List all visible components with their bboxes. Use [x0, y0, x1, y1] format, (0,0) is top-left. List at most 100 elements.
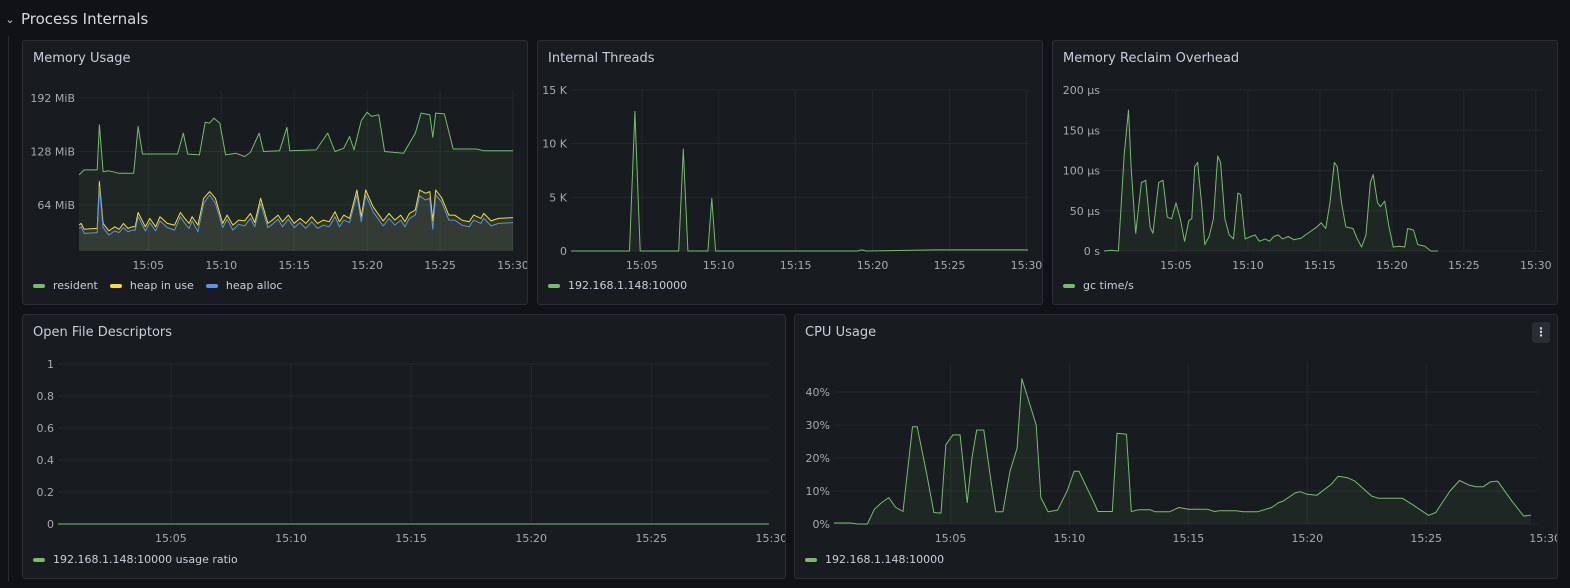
- x-tick-label: 15:05: [626, 259, 658, 272]
- legend-label: heap alloc: [225, 279, 283, 292]
- x-tick-label: 15:25: [1410, 532, 1442, 545]
- x-tick-label: 15:05: [155, 532, 187, 545]
- x-tick-label: 15:15: [1173, 532, 1205, 545]
- y-tick-label: 150 µs: [1063, 124, 1100, 137]
- series-line-0: [834, 378, 1531, 525]
- x-tick-label: 15:30: [497, 259, 527, 272]
- series-area-0: [571, 111, 1028, 251]
- x-tick-label: 15:10: [1054, 532, 1086, 545]
- legend: 192.168.1.148:10000: [805, 553, 944, 566]
- y-tick-label: 30%: [806, 419, 830, 432]
- chart-cpu: 0% 10% 20% 30% 40% 15:05 15:10 15:15 15:20 15:25 1…: [806, 364, 1557, 545]
- legend-swatch: [1063, 283, 1075, 288]
- legend-label: 192.168.1.148:10000 usage ratio: [53, 553, 238, 566]
- x-tick-label: 15:05: [132, 259, 164, 272]
- x-tick-label: 15:05: [935, 532, 967, 545]
- y-tick-label: 10%: [806, 485, 830, 498]
- legend-item[interactable]: gc time/s: [1063, 279, 1134, 292]
- legend-swatch: [548, 283, 560, 288]
- chart-mem: 64 MiB 128 MiB 192 MiB 15:05 15:10 15:15 15:20…: [30, 90, 527, 272]
- x-tick-label: 15:30: [756, 532, 785, 545]
- panel-memory-usage: Memory Usage 64 MiB 128 MiB 192 MiB 15:05 15…: [22, 40, 528, 305]
- series-line-0: [1103, 109, 1438, 252]
- y-tick-label: 0.2: [37, 486, 55, 499]
- series-area-2: [79, 186, 513, 251]
- legend-label: 192.168.1.148:10000: [825, 553, 945, 566]
- legend: gc time/s: [1063, 279, 1134, 292]
- panel-open-file-descriptors: Open File Descriptors 0 0.2 0.4 0.6 0.8 1 15:0…: [22, 314, 786, 579]
- panel-title: Memory Usage: [33, 51, 131, 66]
- y-tick-label: 15 K: [542, 84, 567, 97]
- chart-gc: 0 s 50 µs 100 µs 150 µs 200 µs 15:05 15:10 15:1…: [1063, 84, 1552, 272]
- legend-label: heap in use: [129, 279, 194, 292]
- y-tick-label: 20%: [806, 452, 830, 465]
- legend-swatch: [33, 283, 45, 288]
- y-tick-label: 1: [47, 358, 54, 371]
- panel-title: CPU Usage: [805, 325, 877, 340]
- legend-item[interactable]: heap alloc: [205, 279, 283, 292]
- y-tick-label: 40%: [806, 386, 830, 399]
- panel-title: Open File Descriptors: [33, 325, 173, 340]
- y-tick-label: 100 µs: [1063, 165, 1100, 178]
- legend-item[interactable]: 192.168.1.148:10000 usage ratio: [33, 553, 238, 566]
- legend-label: gc time/s: [1083, 279, 1134, 292]
- y-tick-label: 5 K: [549, 191, 567, 204]
- x-tick-label: 15:20: [515, 532, 547, 545]
- series-line-1: [78, 181, 514, 232]
- x-tick-label: 15:15: [395, 532, 427, 545]
- legend-item[interactable]: heap in use: [109, 279, 194, 292]
- chevron-down-icon[interactable]: ⌄: [5, 12, 15, 26]
- panel-title: Internal Threads: [548, 51, 655, 66]
- x-tick-label: 15:25: [934, 259, 966, 272]
- legend-label: resident: [53, 279, 98, 292]
- x-tick-label: 15:25: [424, 259, 456, 272]
- row-title: Process Internals: [21, 10, 149, 28]
- series-area-1: [79, 181, 513, 251]
- panel-memory-reclaim-overhead: Memory Reclaim Overhead 0 s 50 µs 100 µs 15…: [1052, 40, 1558, 305]
- x-tick-label: 15:05: [1160, 259, 1192, 272]
- x-tick-label: 15:10: [1232, 259, 1264, 272]
- series-area-0: [79, 112, 513, 251]
- legend-item[interactable]: 192.168.1.148:10000: [548, 279, 687, 292]
- series-area-0: [1104, 110, 1438, 251]
- x-tick-label: 15:30: [1520, 259, 1552, 272]
- row-divider: [8, 36, 9, 581]
- x-tick-label: 15:20: [857, 259, 889, 272]
- y-tick-label: 200 µs: [1063, 84, 1100, 97]
- chart-threads: 0 5 K 10 K 15 K 15:05 15:10 15:15 15:20 15:25 15:…: [542, 84, 1042, 272]
- legend-label: 192.168.1.148:10000: [568, 279, 688, 292]
- x-tick-label: 15:30: [1529, 532, 1557, 545]
- panel-internal-threads: Internal Threads 0 5 K 10 K 15 K 15:05 15:10 1…: [537, 40, 1043, 305]
- legend-swatch: [109, 283, 122, 288]
- y-tick-label: 0%: [813, 518, 830, 531]
- kebab-menu-icon[interactable]: ⋮: [1532, 322, 1550, 343]
- y-tick-label: 0.4: [37, 454, 55, 467]
- x-tick-label: 15:15: [1304, 259, 1336, 272]
- x-tick-label: 15:25: [635, 532, 667, 545]
- legend-item[interactable]: 192.168.1.148:10000: [805, 553, 944, 566]
- x-tick-label: 15:30: [1011, 259, 1042, 272]
- x-tick-label: 15:10: [703, 259, 735, 272]
- series-line-0: [78, 111, 513, 176]
- y-tick-label: 0: [47, 518, 54, 531]
- x-tick-label: 15:20: [351, 259, 383, 272]
- legend-item[interactable]: resident: [33, 279, 98, 292]
- x-tick-label: 15:10: [275, 532, 307, 545]
- legend-swatch: [33, 557, 45, 562]
- series-area-0: [834, 378, 1531, 524]
- y-tick-label: 10 K: [542, 138, 567, 151]
- y-tick-label: 50 µs: [1070, 205, 1100, 218]
- x-tick-label: 15:25: [1448, 259, 1480, 272]
- y-tick-label: 0 s: [1084, 245, 1100, 258]
- legend: 192.168.1.148:10000 usage ratio: [33, 553, 238, 566]
- legend-swatch: [805, 557, 817, 562]
- x-tick-label: 15:15: [780, 259, 812, 272]
- series-line-2: [78, 186, 514, 236]
- chart-fds: 0 0.2 0.4 0.6 0.8 1 15:05 15:10 15:15 15:20 15:25 1…: [37, 358, 786, 545]
- y-tick-label: 0: [560, 245, 567, 258]
- row-header[interactable]: ⌄ Process Internals: [0, 6, 148, 32]
- y-tick-label: 64 MiB: [37, 199, 75, 212]
- x-tick-label: 15:15: [278, 259, 310, 272]
- legend: 192.168.1.148:10000: [548, 279, 687, 292]
- x-tick-label: 15:10: [205, 259, 237, 272]
